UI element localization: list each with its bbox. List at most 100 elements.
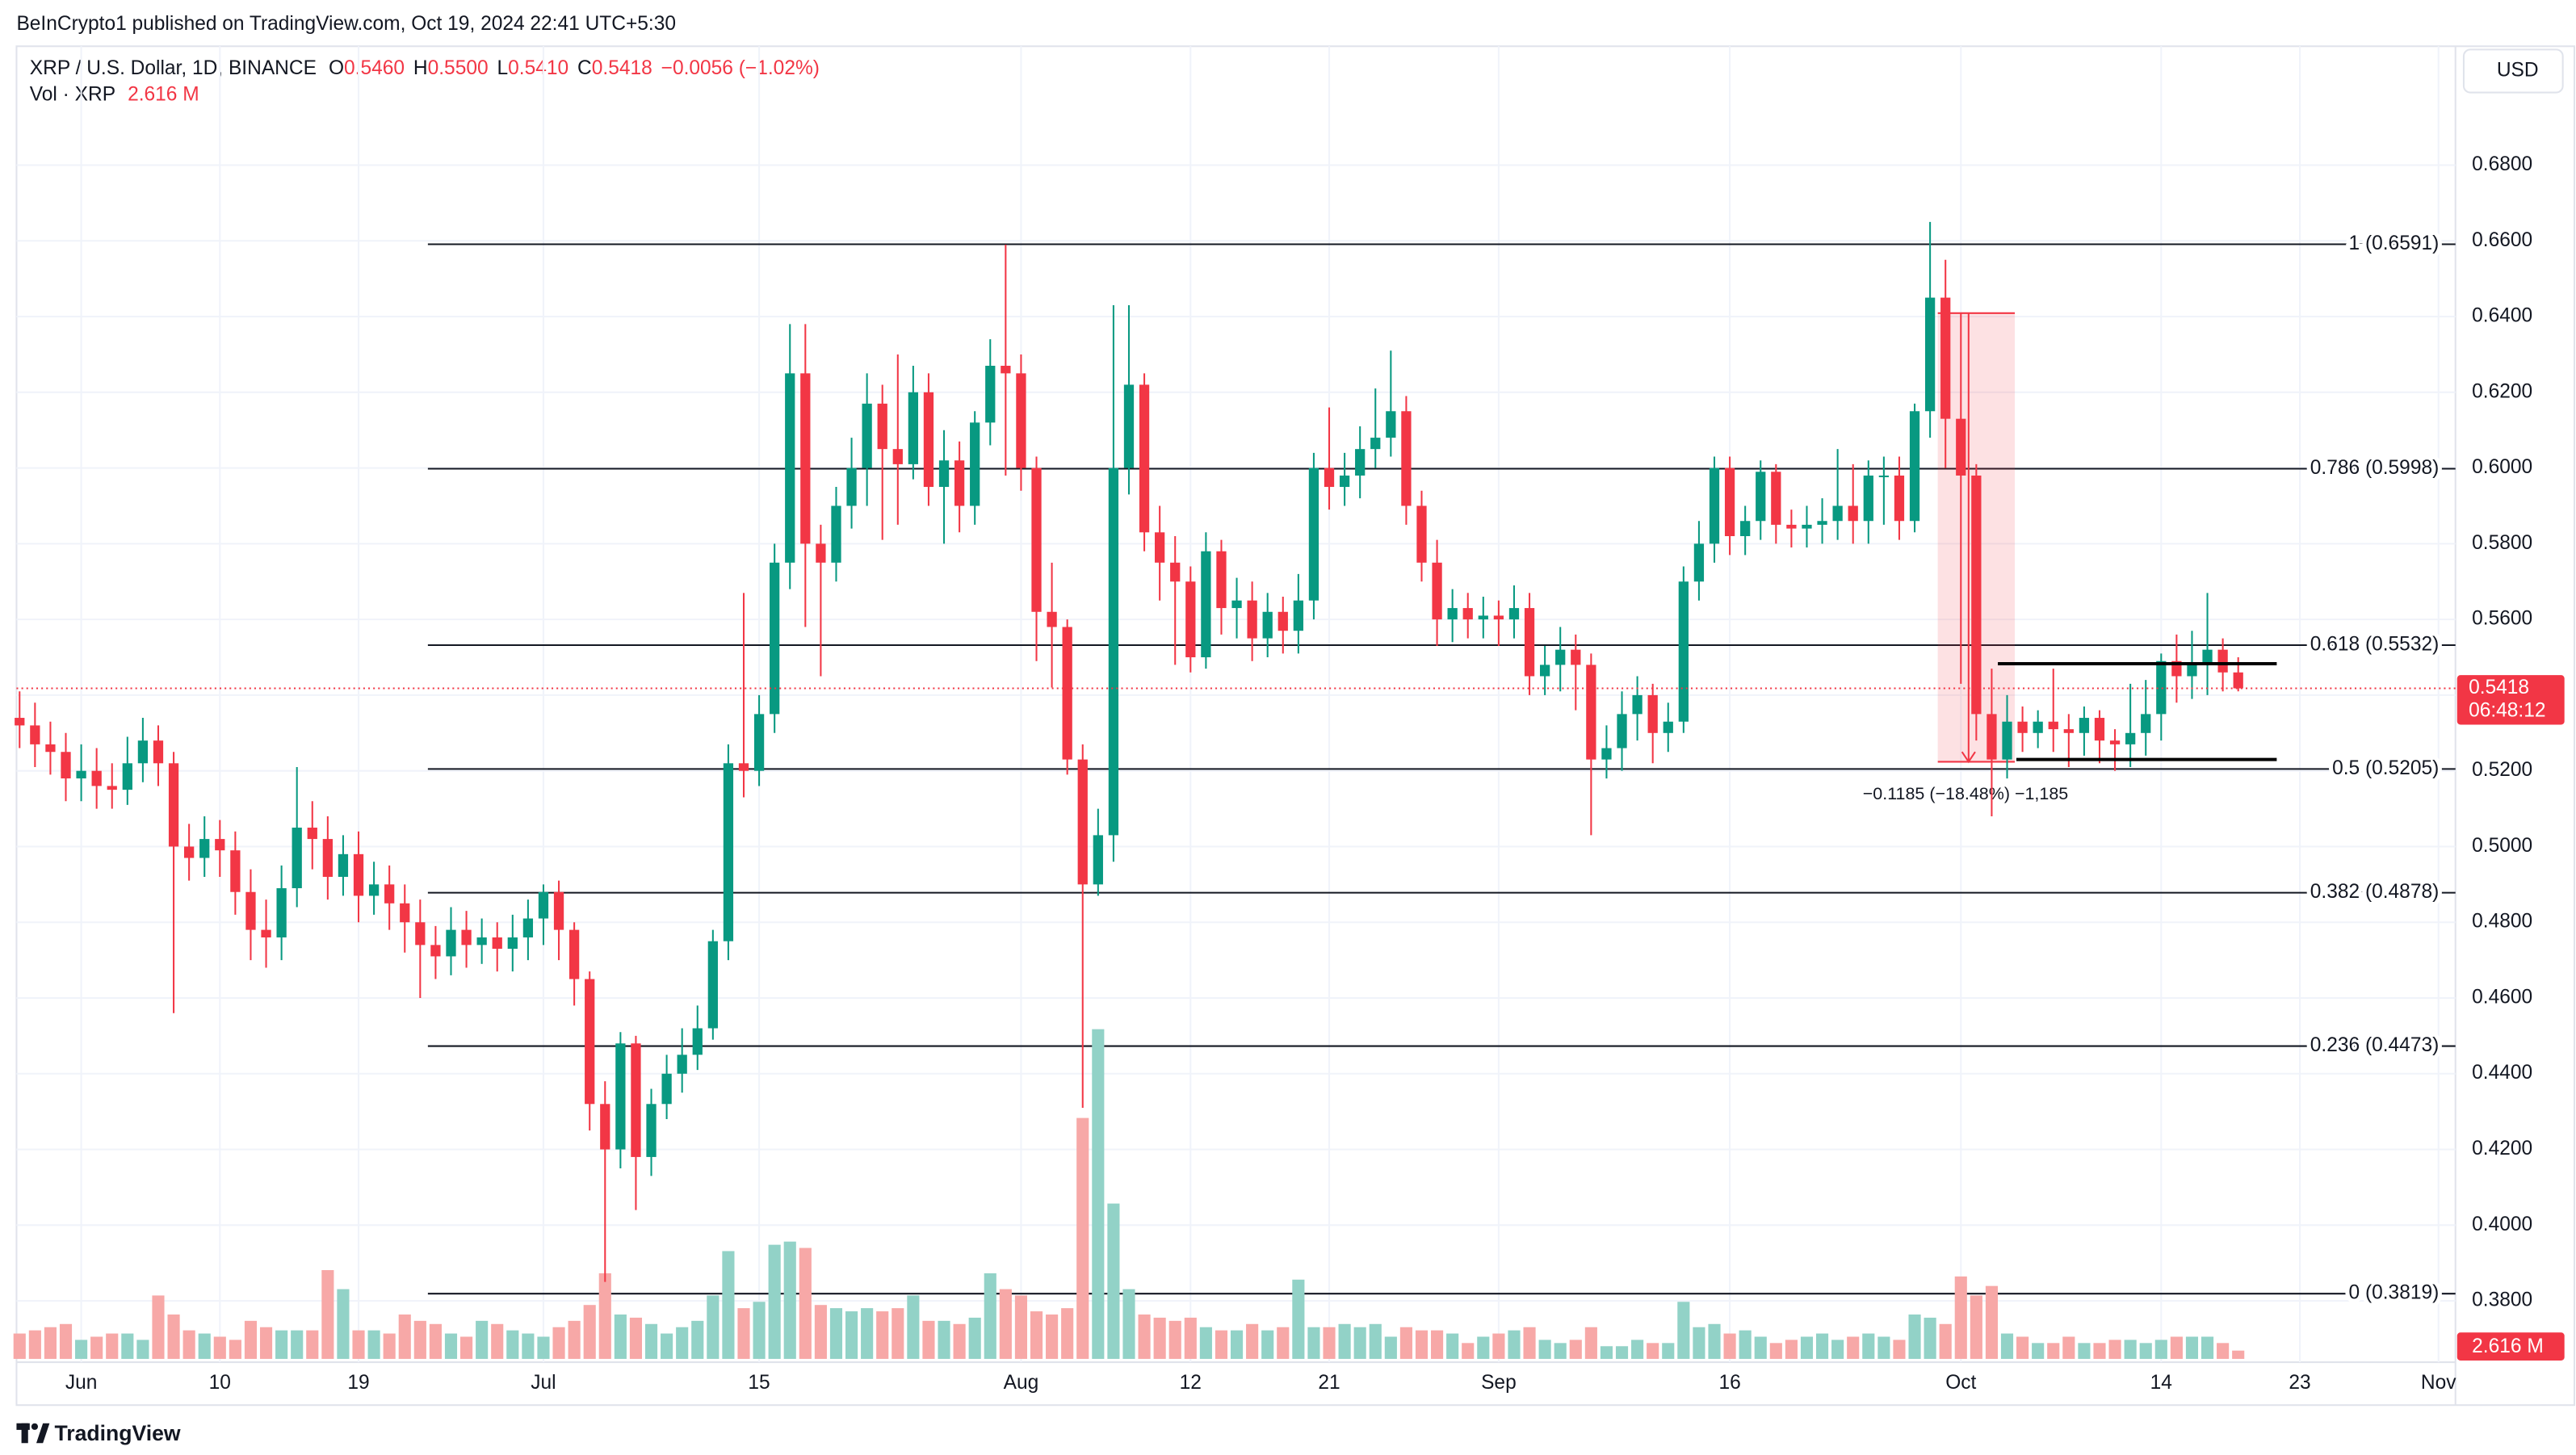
volume-bar xyxy=(1523,1327,1536,1359)
candle-body xyxy=(1571,649,1581,665)
candle-body xyxy=(2217,649,2228,673)
candle-body xyxy=(862,403,872,468)
candle-body xyxy=(938,460,950,488)
y-tick-label: 0.5200 xyxy=(2472,759,2532,781)
volume-bar xyxy=(476,1320,489,1359)
candle-body xyxy=(276,888,287,937)
volume-bar xyxy=(1462,1343,1475,1359)
legend-line: XRP / U.S. Dollar, 1D, BINANCE O0.5460 H… xyxy=(30,57,820,79)
volume-bar xyxy=(722,1251,735,1359)
volume-bar xyxy=(259,1327,273,1359)
volume-bar xyxy=(1924,1317,1936,1359)
volume-bar xyxy=(1338,1323,1351,1359)
measure-arrowhead xyxy=(1961,751,1976,764)
volume-bar xyxy=(2093,1343,2106,1359)
candle-body xyxy=(76,770,86,779)
volume-bar xyxy=(876,1311,889,1359)
volume-bar xyxy=(1723,1333,1736,1359)
volume-bar xyxy=(291,1330,304,1359)
volume-bar xyxy=(1369,1323,1382,1359)
candle-body xyxy=(2125,732,2136,744)
logo-part xyxy=(31,1423,39,1430)
candle-body xyxy=(307,828,317,840)
volume-bar xyxy=(1939,1323,1952,1359)
volume-bar xyxy=(75,1340,88,1359)
volume-bar xyxy=(44,1327,57,1359)
candle-body xyxy=(199,839,210,858)
candle-body xyxy=(30,725,40,744)
volume-bar xyxy=(1631,1340,1644,1359)
volume-bar xyxy=(491,1323,504,1359)
volume-bar xyxy=(907,1295,920,1359)
candle-body xyxy=(353,853,364,896)
volume-bar xyxy=(1030,1311,1043,1359)
volume-bar xyxy=(1647,1343,1659,1359)
volume-bar xyxy=(999,1289,1012,1359)
volume-bar xyxy=(1061,1308,1074,1359)
volume-bar xyxy=(691,1320,704,1359)
candle-body xyxy=(2187,665,2197,677)
volume-bar xyxy=(799,1247,812,1359)
candle-body xyxy=(1617,714,1627,748)
candle-body xyxy=(1802,524,1812,529)
volume-bar xyxy=(28,1330,41,1359)
fib-label: 0.618 (0.5532) xyxy=(2310,634,2439,656)
x-tick-label: Jun xyxy=(65,1372,98,1394)
volume-bar xyxy=(1014,1295,1027,1359)
volume-bar xyxy=(2201,1336,2214,1359)
candle-body xyxy=(707,941,718,1029)
candle-body xyxy=(1632,694,1643,715)
candle-body xyxy=(800,373,811,544)
volume-bar xyxy=(1600,1346,1613,1359)
candle-body xyxy=(292,828,302,889)
candle-body xyxy=(137,740,149,764)
candle-body xyxy=(677,1055,687,1074)
fib-label: 0 (0.3819) xyxy=(2349,1282,2440,1304)
candle-body xyxy=(2233,672,2243,689)
measure-label: −0.1185 (−18.48%) −1,185 xyxy=(1863,784,2069,803)
volume-bar xyxy=(1893,1340,1906,1359)
change: −0.0056 (−1.02%) xyxy=(661,57,820,79)
volume-bar xyxy=(1815,1333,1829,1359)
volume-legend: Vol · XRP 2.616 M xyxy=(30,84,199,106)
candle-body xyxy=(1047,611,1057,627)
fib-label: 0.382 (0.4878) xyxy=(2310,881,2439,903)
last-price-label: 0.5418 xyxy=(2469,677,2529,698)
volume-bar xyxy=(568,1320,581,1359)
candle-body xyxy=(785,373,795,563)
symbol: XRP / U.S. Dollar, 1D, BINANCE xyxy=(30,57,317,79)
candle-body xyxy=(1155,532,1165,563)
candle-body xyxy=(1324,468,1335,488)
currency-button[interactable] xyxy=(2462,48,2564,94)
candle-body xyxy=(1740,521,1751,536)
volume-bar xyxy=(1769,1343,1782,1359)
candle-body xyxy=(1262,611,1273,639)
candle-body xyxy=(1355,449,1366,476)
candle-body xyxy=(338,853,349,877)
fib-label: 0.5 (0.5205) xyxy=(2332,757,2439,779)
candle-body xyxy=(1909,411,1920,522)
volume-bar xyxy=(1122,1289,1135,1359)
candle-body xyxy=(230,850,241,892)
volume-bar xyxy=(1246,1323,1259,1359)
candle-body xyxy=(1524,608,1535,677)
volume-bar xyxy=(768,1244,781,1359)
volume-bar xyxy=(1538,1340,1551,1359)
candle-body xyxy=(538,891,549,919)
volume-bar xyxy=(1877,1336,1890,1359)
currency[interactable]: USD xyxy=(2497,59,2539,81)
volume-bar xyxy=(1138,1314,1151,1359)
candle-body xyxy=(1062,627,1072,760)
y-tick-label: 0.3800 xyxy=(2472,1289,2532,1311)
volume-bar xyxy=(167,1314,180,1359)
volume-bar xyxy=(1693,1327,1705,1359)
candle-body xyxy=(692,1028,703,1055)
candle-body xyxy=(476,937,487,946)
volume-bar xyxy=(1847,1336,1860,1359)
y-tick-label: 0.4600 xyxy=(2472,986,2532,1008)
y-tick-label: 0.6600 xyxy=(2472,229,2532,251)
volume-bar xyxy=(583,1305,596,1359)
volume-bar xyxy=(1615,1346,1629,1359)
x-tick-label: 15 xyxy=(748,1372,770,1394)
